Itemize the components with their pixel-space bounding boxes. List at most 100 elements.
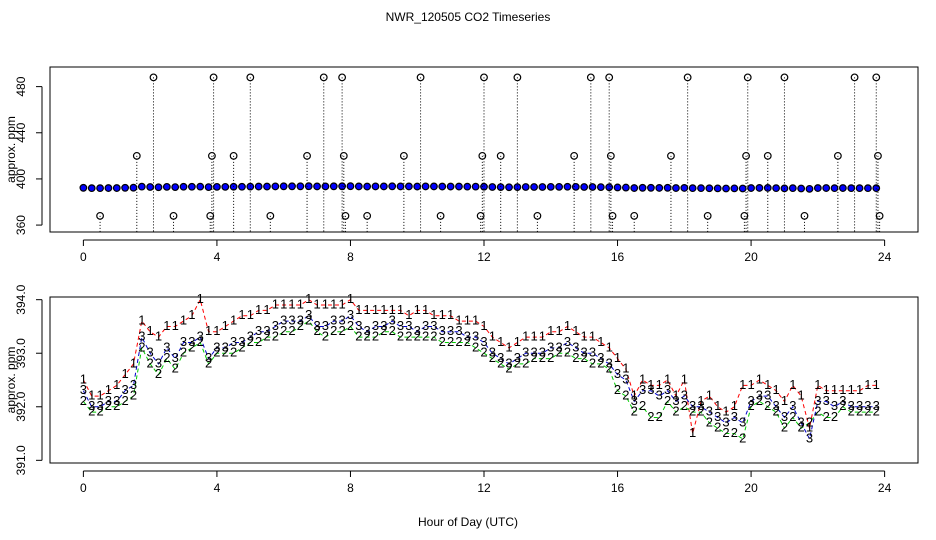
point-marker: 1 bbox=[472, 313, 479, 328]
point-marker: 1 bbox=[756, 371, 763, 386]
point bbox=[363, 182, 372, 191]
point-marker: 1 bbox=[689, 425, 696, 440]
point bbox=[79, 183, 88, 192]
point bbox=[416, 73, 425, 82]
point-marker: 3 bbox=[764, 388, 771, 403]
point-marker: 1 bbox=[455, 313, 462, 328]
point bbox=[855, 184, 864, 193]
point-marker: 3 bbox=[347, 307, 354, 322]
point-marker: 2 bbox=[380, 323, 387, 338]
point-marker: 3 bbox=[422, 318, 429, 333]
y-axis-label: approx. ppm bbox=[4, 347, 18, 414]
point-marker: 2 bbox=[856, 404, 863, 419]
point-marker: 1 bbox=[806, 420, 813, 435]
point-marker: 3 bbox=[338, 313, 345, 328]
point bbox=[605, 183, 614, 192]
point-marker: 2 bbox=[313, 323, 320, 338]
x-tick-label: 12 bbox=[477, 481, 491, 495]
point-marker: 2 bbox=[355, 329, 362, 344]
y-tick-label: 440 bbox=[14, 122, 28, 142]
point bbox=[313, 182, 321, 191]
point-marker: 1 bbox=[497, 334, 504, 349]
point-marker: 3 bbox=[297, 313, 304, 328]
point bbox=[772, 184, 781, 193]
point-marker: 3 bbox=[238, 334, 245, 349]
point bbox=[304, 182, 313, 191]
point-marker: 2 bbox=[464, 334, 471, 349]
point-marker: 3 bbox=[647, 382, 654, 397]
point-marker: 3 bbox=[280, 313, 287, 328]
point-marker: 1 bbox=[121, 366, 128, 381]
point-marker: 3 bbox=[188, 334, 195, 349]
point-marker: 1 bbox=[798, 388, 805, 403]
point bbox=[571, 182, 580, 191]
point-marker: 3 bbox=[581, 345, 588, 360]
plot-frame bbox=[49, 296, 919, 464]
point-marker: 1 bbox=[739, 377, 746, 392]
point-marker: 3 bbox=[839, 393, 846, 408]
point-marker: 2 bbox=[564, 345, 571, 360]
point-marker: 2 bbox=[831, 409, 838, 424]
point-marker: 2 bbox=[597, 355, 604, 370]
point bbox=[630, 211, 639, 220]
point bbox=[630, 184, 639, 192]
point-marker: 3 bbox=[288, 313, 295, 328]
point-marker: 3 bbox=[672, 393, 679, 408]
point-marker: 1 bbox=[514, 334, 521, 349]
point bbox=[743, 73, 752, 82]
point bbox=[703, 211, 712, 220]
point-marker: 3 bbox=[130, 377, 137, 392]
y-tick-label: 391.0 bbox=[14, 445, 28, 475]
point-marker: 3 bbox=[113, 393, 120, 408]
point bbox=[254, 182, 263, 191]
point bbox=[797, 184, 806, 193]
point-marker: 3 bbox=[155, 355, 162, 370]
point-marker: 3 bbox=[397, 318, 404, 333]
point-marker: 2 bbox=[163, 350, 170, 365]
point-marker: 1 bbox=[255, 302, 262, 317]
point-marker: 3 bbox=[138, 329, 145, 344]
x-tick-label: 24 bbox=[878, 250, 892, 264]
point-marker: 3 bbox=[222, 339, 229, 354]
y-tick-label: 392.0 bbox=[14, 391, 28, 421]
point-marker: 3 bbox=[172, 350, 179, 365]
x-tick-label: 12 bbox=[477, 250, 491, 264]
point-marker: 1 bbox=[263, 302, 270, 317]
point bbox=[638, 183, 647, 192]
point-marker: 1 bbox=[130, 355, 137, 370]
point bbox=[655, 184, 664, 192]
point bbox=[788, 184, 797, 193]
series-line bbox=[82, 320, 877, 440]
point-marker: 1 bbox=[247, 307, 254, 322]
point-marker: 1 bbox=[414, 302, 421, 317]
point bbox=[204, 183, 213, 192]
point-marker: 2 bbox=[197, 334, 204, 349]
point-marker: 2 bbox=[555, 345, 562, 360]
point bbox=[755, 184, 764, 192]
point-marker: 3 bbox=[430, 318, 437, 333]
point bbox=[563, 182, 572, 191]
point bbox=[830, 184, 839, 193]
point-marker: 1 bbox=[672, 388, 679, 403]
x-tick-label: 8 bbox=[347, 250, 354, 264]
point bbox=[780, 73, 789, 82]
point-marker: 2 bbox=[188, 339, 195, 354]
point bbox=[596, 183, 605, 192]
point-marker: 2 bbox=[539, 350, 546, 365]
point bbox=[488, 183, 497, 191]
point bbox=[388, 182, 397, 191]
point-marker: 1 bbox=[814, 377, 821, 392]
point-marker: 1 bbox=[480, 318, 487, 333]
point-marker: 1 bbox=[163, 318, 170, 333]
point-marker: 2 bbox=[338, 323, 345, 338]
point-marker: 2 bbox=[88, 404, 95, 419]
y-tick-label: 360 bbox=[14, 215, 28, 235]
point bbox=[104, 184, 113, 192]
point bbox=[209, 73, 218, 82]
point-marker: 1 bbox=[848, 382, 855, 397]
point-marker: 2 bbox=[697, 404, 704, 419]
point-marker: 1 bbox=[564, 318, 571, 333]
point-marker: 3 bbox=[88, 398, 95, 413]
point-marker: 2 bbox=[614, 382, 621, 397]
